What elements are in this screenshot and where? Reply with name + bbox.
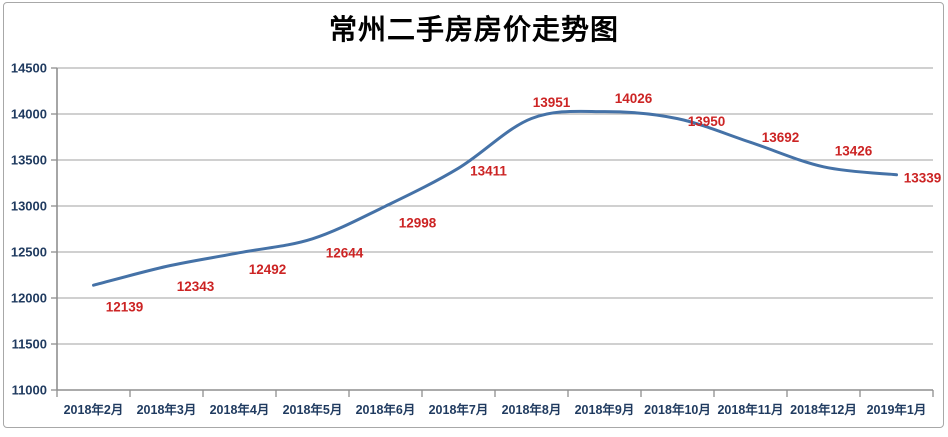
y-tick-label: 13000 bbox=[11, 199, 47, 214]
x-tick-label: 2018年7月 bbox=[429, 402, 489, 417]
x-tick-label: 2018年11月 bbox=[717, 402, 783, 417]
x-tick-label: 2018年5月 bbox=[283, 402, 343, 417]
y-tick-label: 11500 bbox=[12, 337, 47, 352]
data-label: 12139 bbox=[106, 300, 144, 315]
data-label: 13411 bbox=[470, 164, 507, 179]
data-label: 13339 bbox=[904, 170, 942, 185]
price-line bbox=[92, 109, 898, 287]
data-label: 14026 bbox=[615, 91, 653, 106]
y-tick-label: 12000 bbox=[11, 291, 47, 306]
y-tick-label: 13500 bbox=[11, 153, 47, 168]
x-tick-label: 2018年9月 bbox=[575, 402, 635, 417]
x-tick-label: 2018年3月 bbox=[137, 402, 197, 417]
y-tick-label: 11000 bbox=[12, 383, 47, 398]
x-tick-label: 2018年2月 bbox=[64, 402, 124, 417]
x-tick-label: 2019年1月 bbox=[867, 402, 927, 417]
data-label: 12343 bbox=[177, 279, 215, 294]
data-label: 13951 bbox=[533, 95, 571, 110]
y-tick-label: 12500 bbox=[11, 245, 47, 260]
chart-title: 常州二手房房价走势图 bbox=[328, 14, 619, 45]
x-tick-label: 2018年4月 bbox=[210, 402, 270, 417]
data-label: 12998 bbox=[399, 216, 437, 231]
chart-frame bbox=[3, 2, 944, 428]
x-tick-label: 2018年8月 bbox=[502, 402, 562, 417]
data-label: 12644 bbox=[326, 245, 364, 260]
y-tick-label: 14000 bbox=[11, 107, 47, 122]
x-tick-label: 2018年10月 bbox=[644, 402, 711, 417]
x-tick-label: 2018年6月 bbox=[356, 402, 416, 417]
data-label: 13426 bbox=[835, 143, 873, 158]
data-label: 13950 bbox=[688, 114, 726, 129]
data-label: 13692 bbox=[762, 130, 800, 145]
data-label: 12492 bbox=[249, 262, 287, 277]
y-tick-label: 14500 bbox=[11, 61, 47, 76]
x-tick-label: 2018年12月 bbox=[790, 402, 857, 417]
